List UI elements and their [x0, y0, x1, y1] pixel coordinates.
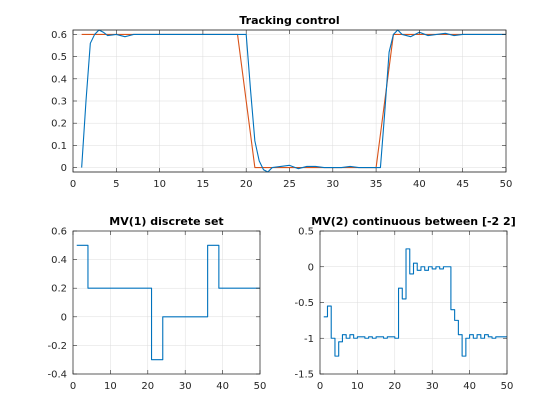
- x-tick-label: 0: [317, 381, 323, 392]
- chart-title: MV(2) continuous between [-2 2]: [311, 215, 515, 228]
- y-tick-label: 0.5: [298, 227, 314, 238]
- x-tick-label: 20: [388, 381, 401, 392]
- x-tick-label: 30: [426, 381, 439, 392]
- x-tick-label: 0: [70, 179, 76, 190]
- series-line-1: [323, 248, 507, 357]
- y-tick-label: 0.6: [51, 30, 67, 41]
- x-tick-label: 30: [326, 179, 339, 190]
- y-tick-label: 0.3: [51, 97, 67, 108]
- y-tick-label: 0.4: [51, 255, 67, 266]
- y-tick-label: -0.4: [47, 370, 67, 381]
- x-tick-label: 45: [456, 179, 469, 190]
- y-tick-label: 0: [308, 262, 314, 273]
- y-tick-label: 0: [61, 163, 67, 174]
- y-tick-label: 0.1: [51, 141, 67, 152]
- y-tick-label: -1.5: [294, 370, 314, 381]
- x-tick-label: 40: [463, 381, 476, 392]
- x-tick-label: 40: [413, 179, 426, 190]
- x-tick-label: 50: [500, 179, 513, 190]
- axes-border: [72, 230, 261, 375]
- x-tick-label: 50: [501, 381, 514, 392]
- x-tick-label: 40: [216, 381, 229, 392]
- y-tick-label: 0.5: [51, 52, 67, 63]
- y-tick-label: 0.2: [51, 119, 67, 130]
- y-tick-label: 0: [61, 312, 67, 323]
- x-tick-label: 20: [141, 381, 154, 392]
- x-tick-label: 15: [197, 179, 210, 190]
- chart-title: MV(1) discrete set: [109, 215, 223, 228]
- y-tick-label: -1: [304, 334, 314, 345]
- y-tick-label: -0.5: [294, 298, 314, 309]
- series-line-2: [81, 29, 506, 173]
- mv2-continuous-plot: 0 10 20 30 40 50 -1.5 -1 -0.5 0 0.5MV(2) continuou…: [294, 215, 515, 392]
- chart-title: Tracking control: [239, 14, 339, 27]
- x-tick-label: 35: [370, 179, 383, 190]
- x-tick-label: 50: [254, 381, 267, 392]
- mv1-discrete-plot: 0 10 20 30 40 50 -0.4 -0.2 0 0.2 0.4 0.6 MV(1) discr…: [47, 215, 266, 392]
- x-tick-label: 0: [70, 381, 76, 392]
- x-tick-label: 30: [179, 381, 192, 392]
- x-tick-label: 10: [351, 381, 364, 392]
- x-tick-label: 5: [113, 179, 119, 190]
- x-tick-label: 20: [240, 179, 253, 190]
- tracking-control-plot: 0 5 10 15 20 25 30 35 40 45 50 0 0.1 0.2 0.3 0.4 0.5 0.6 T…: [51, 14, 512, 190]
- x-tick-label: 25: [283, 179, 296, 190]
- axes-box: [72, 230, 261, 375]
- series-line-1: [76, 244, 260, 361]
- y-tick-label: -0.2: [47, 341, 67, 352]
- y-tick-label: 0.6: [51, 227, 67, 238]
- y-tick-label: 0.2: [51, 284, 67, 295]
- y-tick-label: 0.4: [51, 74, 67, 85]
- x-tick-label: 10: [153, 179, 166, 190]
- x-tick-label: 10: [104, 381, 117, 392]
